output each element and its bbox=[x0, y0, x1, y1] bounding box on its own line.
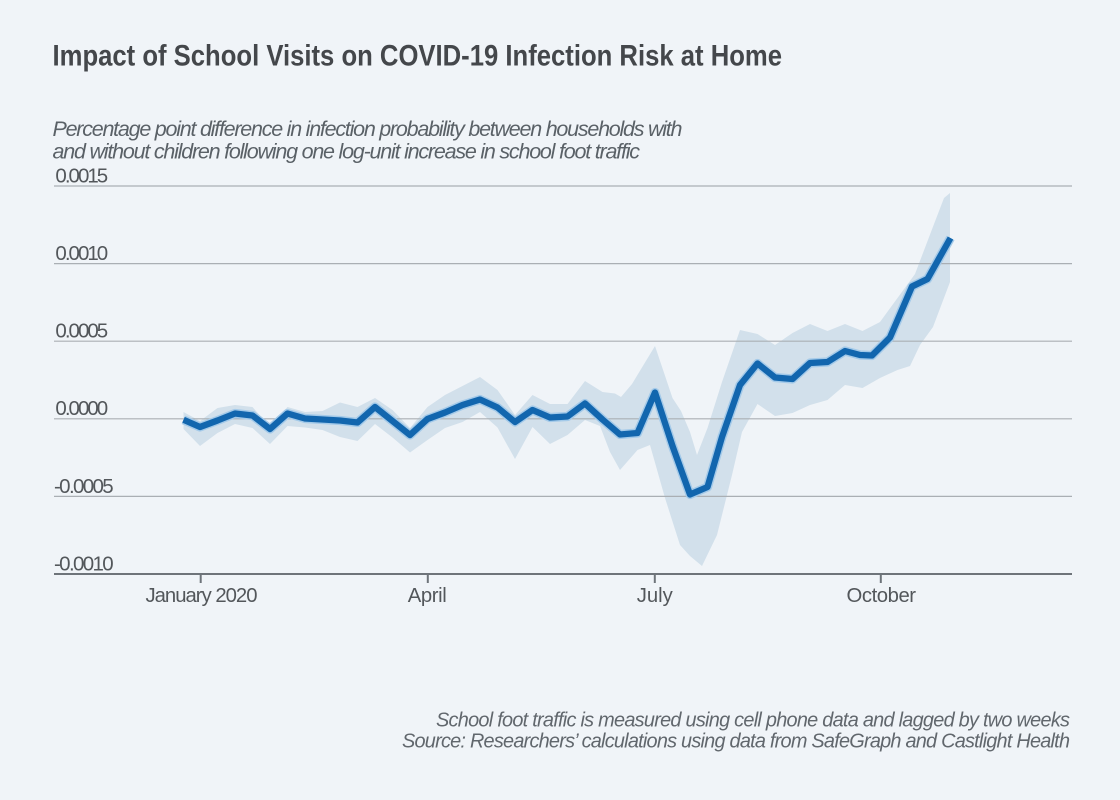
svg-text:and without children following: and without children following one log-u… bbox=[53, 140, 641, 164]
svg-text:-0.0010: -0.0010 bbox=[54, 552, 114, 575]
svg-text:0.0000: 0.0000 bbox=[55, 397, 108, 420]
svg-text:July: July bbox=[637, 585, 674, 607]
svg-text:Source: Researchers’ calculati: Source: Researchers’ calculations using … bbox=[402, 731, 1070, 753]
svg-text:April: April bbox=[408, 585, 447, 607]
svg-text:January 2020: January 2020 bbox=[146, 585, 258, 607]
svg-text:October: October bbox=[847, 585, 917, 607]
svg-text:Impact of School Visits on COV: Impact of School Visits on COVID-19 Infe… bbox=[53, 39, 783, 72]
svg-text:0.0010: 0.0010 bbox=[55, 242, 108, 265]
svg-text:0.0005: 0.0005 bbox=[55, 320, 108, 343]
svg-text:School foot traffic is measure: School foot traffic is measured using ce… bbox=[436, 709, 1070, 731]
svg-text:Percentage point difference in: Percentage point difference in infection… bbox=[53, 117, 683, 141]
svg-text:-0.0005: -0.0005 bbox=[54, 475, 114, 498]
svg-text:0.0015: 0.0015 bbox=[55, 164, 108, 187]
